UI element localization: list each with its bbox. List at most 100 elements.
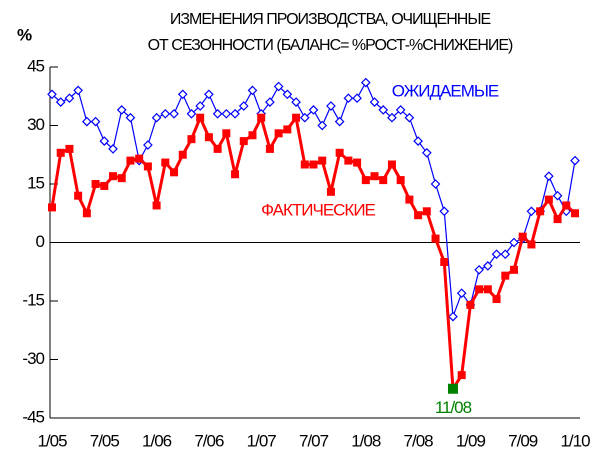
marker: [483, 285, 492, 294]
y-tick-label: -45: [22, 407, 44, 426]
marker: [291, 97, 301, 107]
marker: [91, 180, 100, 188]
marker: [353, 158, 362, 167]
marker: [152, 201, 161, 210]
marker: [116, 105, 127, 115]
marker: [518, 232, 527, 241]
marker: [457, 371, 466, 380]
x-tick-label: 1/05: [37, 431, 67, 450]
marker: [379, 176, 388, 185]
marker: [108, 144, 118, 154]
marker: [387, 112, 397, 123]
marker: [195, 101, 206, 111]
marker: [309, 160, 318, 169]
marker: [501, 271, 510, 280]
marker: [247, 85, 258, 96]
marker: [482, 261, 493, 271]
marker: [265, 144, 274, 153]
x-tick-label: 1/06: [142, 431, 172, 450]
y-tick-label: 30: [27, 115, 44, 134]
marker: [204, 89, 214, 100]
marker: [500, 249, 511, 260]
marker: [238, 101, 249, 111]
x-tick-label: 7/06: [194, 431, 224, 450]
marker: [536, 207, 545, 216]
marker: [231, 170, 240, 179]
marker: [466, 300, 475, 309]
marker: [213, 144, 222, 153]
marker: [456, 288, 467, 299]
marker: [99, 136, 110, 146]
y-tick-label: 0: [36, 232, 45, 251]
marker: [474, 264, 484, 275]
marker: [571, 209, 579, 218]
marker: [282, 89, 293, 100]
marker: [283, 125, 292, 134]
marker: [161, 158, 170, 167]
marker: [544, 195, 553, 204]
marker: [421, 147, 432, 158]
marker: [570, 155, 580, 166]
marker: [344, 156, 353, 165]
marker: [405, 195, 414, 204]
x-tick-label: 1/10: [560, 431, 590, 450]
marker: [361, 176, 370, 185]
marker: [47, 89, 57, 100]
marker: [292, 113, 301, 122]
x-tick-label: 7/07: [299, 431, 329, 450]
marker: [186, 108, 197, 119]
marker: [492, 295, 501, 304]
marker: [143, 140, 153, 150]
marker: [65, 144, 74, 153]
marker: [370, 172, 379, 181]
y-tick-label: -30: [22, 349, 44, 368]
marker: [160, 108, 171, 119]
x-tick-label: 7/05: [90, 431, 120, 450]
y-axis-label: %: [17, 25, 32, 44]
marker: [273, 81, 284, 92]
x-tick-label: 7/09: [508, 431, 538, 450]
x-tick-label: 1/09: [456, 431, 486, 450]
marker: [196, 113, 205, 122]
y-tick-label: 15: [27, 173, 44, 192]
marker: [126, 156, 135, 165]
marker: [169, 108, 179, 119]
marker: [143, 162, 152, 171]
marker: [48, 203, 56, 212]
marker: [440, 258, 449, 266]
marker: [109, 172, 118, 181]
marker: [430, 179, 441, 189]
marker: [82, 209, 91, 218]
marker: [204, 133, 213, 142]
marker: [300, 160, 309, 169]
marker: [369, 97, 380, 107]
marker: [326, 101, 336, 111]
chart-title: ИЗМЕНЕНИЯ ПРОИЗВОДСТВА, ОЧИЩЕННЫЕ: [170, 11, 491, 28]
marker: [73, 85, 83, 96]
marker: [335, 148, 344, 157]
x-tick-label: 1/07: [247, 431, 277, 450]
marker: [439, 206, 450, 217]
marker: [378, 105, 389, 115]
marker: [395, 105, 406, 115]
annotation: 11/08: [435, 398, 472, 417]
marker: [212, 108, 223, 119]
marker: [221, 108, 232, 119]
marker: [352, 93, 362, 104]
marker: [222, 129, 231, 138]
marker: [274, 129, 283, 138]
marker: [55, 97, 66, 107]
marker: [56, 148, 65, 157]
marker: [265, 97, 275, 107]
marker: [82, 116, 92, 127]
marker: [178, 150, 187, 159]
marker: [413, 136, 423, 146]
marker: [326, 187, 335, 196]
marker: [334, 116, 345, 127]
marker: [187, 135, 196, 144]
marker: [151, 112, 162, 123]
marker: [509, 237, 519, 248]
marker: [318, 156, 327, 165]
marker: [299, 112, 310, 123]
